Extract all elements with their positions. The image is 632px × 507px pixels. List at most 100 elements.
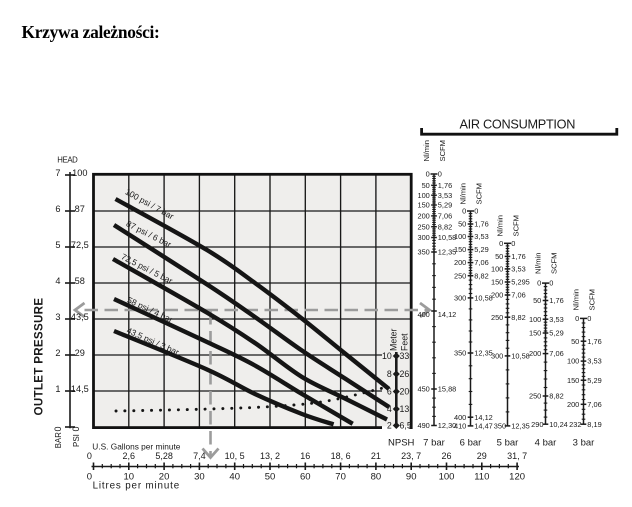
svg-text:490: 490 (417, 421, 429, 430)
svg-text:Litres per minute: Litres per minute (93, 480, 180, 491)
svg-text:5,29: 5,29 (587, 376, 601, 385)
svg-text:0: 0 (587, 314, 591, 323)
svg-text:250: 250 (529, 392, 541, 401)
svg-text:8,82: 8,82 (438, 222, 452, 231)
svg-text:29: 29 (75, 348, 85, 358)
svg-text:1,76: 1,76 (438, 181, 452, 190)
svg-text:120: 120 (509, 471, 525, 482)
svg-text:0: 0 (549, 279, 553, 288)
svg-text:0: 0 (511, 239, 515, 248)
svg-text:200: 200 (567, 400, 579, 409)
svg-text:150: 150 (417, 201, 429, 210)
svg-text:SCFM: SCFM (475, 183, 484, 205)
svg-text:450: 450 (417, 385, 429, 394)
svg-text:50: 50 (495, 252, 503, 261)
svg-text:2: 2 (55, 348, 60, 358)
svg-text:12,30: 12,30 (438, 421, 457, 430)
svg-text:14,12: 14,12 (438, 310, 457, 319)
svg-text:7,06: 7,06 (587, 400, 601, 409)
svg-text:3,53: 3,53 (549, 315, 563, 324)
svg-text:31, 7: 31, 7 (507, 451, 527, 461)
svg-text:1,76: 1,76 (474, 220, 488, 229)
svg-text:0: 0 (426, 170, 430, 179)
svg-text:26: 26 (441, 451, 451, 461)
svg-text:110: 110 (474, 471, 489, 482)
svg-text:8,82: 8,82 (511, 313, 525, 322)
svg-text:29: 29 (477, 451, 487, 461)
svg-text:SCFM: SCFM (512, 215, 521, 237)
svg-text:5,29: 5,29 (549, 329, 563, 338)
svg-text:2,6: 2,6 (123, 451, 136, 461)
svg-text:100: 100 (454, 232, 466, 241)
svg-text:12,35: 12,35 (474, 349, 493, 358)
svg-text:SCFM: SCFM (588, 289, 597, 311)
svg-text:5,29: 5,29 (438, 201, 452, 210)
svg-text:4: 4 (55, 276, 60, 286)
svg-text:4: 4 (387, 404, 392, 414)
svg-text:5,295: 5,295 (511, 278, 530, 287)
svg-text:2: 2 (387, 421, 392, 431)
svg-text:U.S. Gallons per minute: U.S. Gallons per minute (92, 441, 180, 451)
svg-text:14,5: 14,5 (71, 384, 89, 394)
svg-text:18, 6: 18, 6 (331, 451, 351, 461)
svg-text:6 bar: 6 bar (460, 438, 482, 449)
svg-text:Nl/min: Nl/min (422, 140, 431, 162)
svg-text:200: 200 (454, 258, 466, 267)
svg-text:0: 0 (537, 279, 541, 288)
svg-text:6: 6 (55, 204, 60, 214)
svg-text:87: 87 (75, 204, 85, 214)
svg-text:7,06: 7,06 (438, 212, 452, 221)
svg-text:300: 300 (491, 352, 503, 361)
svg-text:60: 60 (300, 471, 311, 482)
svg-text:50: 50 (571, 337, 579, 346)
svg-text:350: 350 (417, 248, 429, 257)
svg-text:Feet: Feet (400, 333, 410, 351)
svg-text:7,06: 7,06 (549, 349, 563, 358)
svg-text:0: 0 (87, 471, 92, 482)
svg-text:3,53: 3,53 (474, 232, 488, 241)
svg-text:0: 0 (575, 314, 579, 323)
svg-text:300: 300 (454, 294, 466, 303)
svg-text:10,58: 10,58 (438, 233, 457, 242)
svg-text:1,76: 1,76 (549, 296, 563, 305)
svg-text:12,35: 12,35 (511, 422, 530, 431)
svg-text:1,76: 1,76 (587, 337, 601, 346)
svg-text:8,19: 8,19 (587, 420, 601, 429)
svg-text:50: 50 (422, 181, 430, 190)
svg-text:43,5: 43,5 (71, 312, 89, 322)
svg-text:0: 0 (53, 426, 63, 431)
svg-text:70: 70 (335, 471, 346, 482)
svg-text:50: 50 (265, 471, 276, 482)
svg-text:21: 21 (371, 451, 381, 461)
svg-text:6,5: 6,5 (400, 421, 412, 431)
svg-text:HEAD: HEAD (57, 156, 78, 165)
svg-text:3 bar: 3 bar (573, 438, 595, 449)
svg-text:100: 100 (529, 315, 541, 324)
svg-text:14,47: 14,47 (474, 422, 493, 431)
svg-text:13: 13 (400, 404, 410, 414)
svg-text:0: 0 (474, 207, 478, 216)
svg-text:7: 7 (55, 168, 60, 178)
svg-text:10: 10 (382, 351, 392, 361)
svg-text:NPSH: NPSH (388, 438, 415, 449)
svg-text:3: 3 (55, 312, 60, 322)
svg-text:0: 0 (499, 239, 503, 248)
svg-text:10: 10 (124, 471, 135, 482)
svg-text:50: 50 (458, 220, 466, 229)
svg-text:5: 5 (55, 240, 60, 250)
svg-text:0: 0 (438, 170, 442, 179)
svg-text:Nl/min: Nl/min (534, 252, 543, 274)
svg-text:OUTLET PRESSURE: OUTLET PRESSURE (33, 298, 46, 416)
svg-text:300: 300 (417, 233, 429, 242)
svg-text:7,06: 7,06 (511, 291, 525, 300)
svg-text:100: 100 (567, 357, 579, 366)
svg-text:250: 250 (454, 271, 466, 280)
svg-text:0: 0 (87, 451, 92, 461)
svg-text:410: 410 (454, 422, 466, 431)
svg-text:33: 33 (400, 351, 410, 361)
svg-text:15,88: 15,88 (438, 385, 457, 394)
svg-text:13, 2: 13, 2 (260, 451, 280, 461)
svg-text:10,58: 10,58 (511, 352, 530, 361)
svg-text:4 bar: 4 bar (535, 438, 557, 449)
svg-text:SCFM: SCFM (550, 252, 559, 274)
